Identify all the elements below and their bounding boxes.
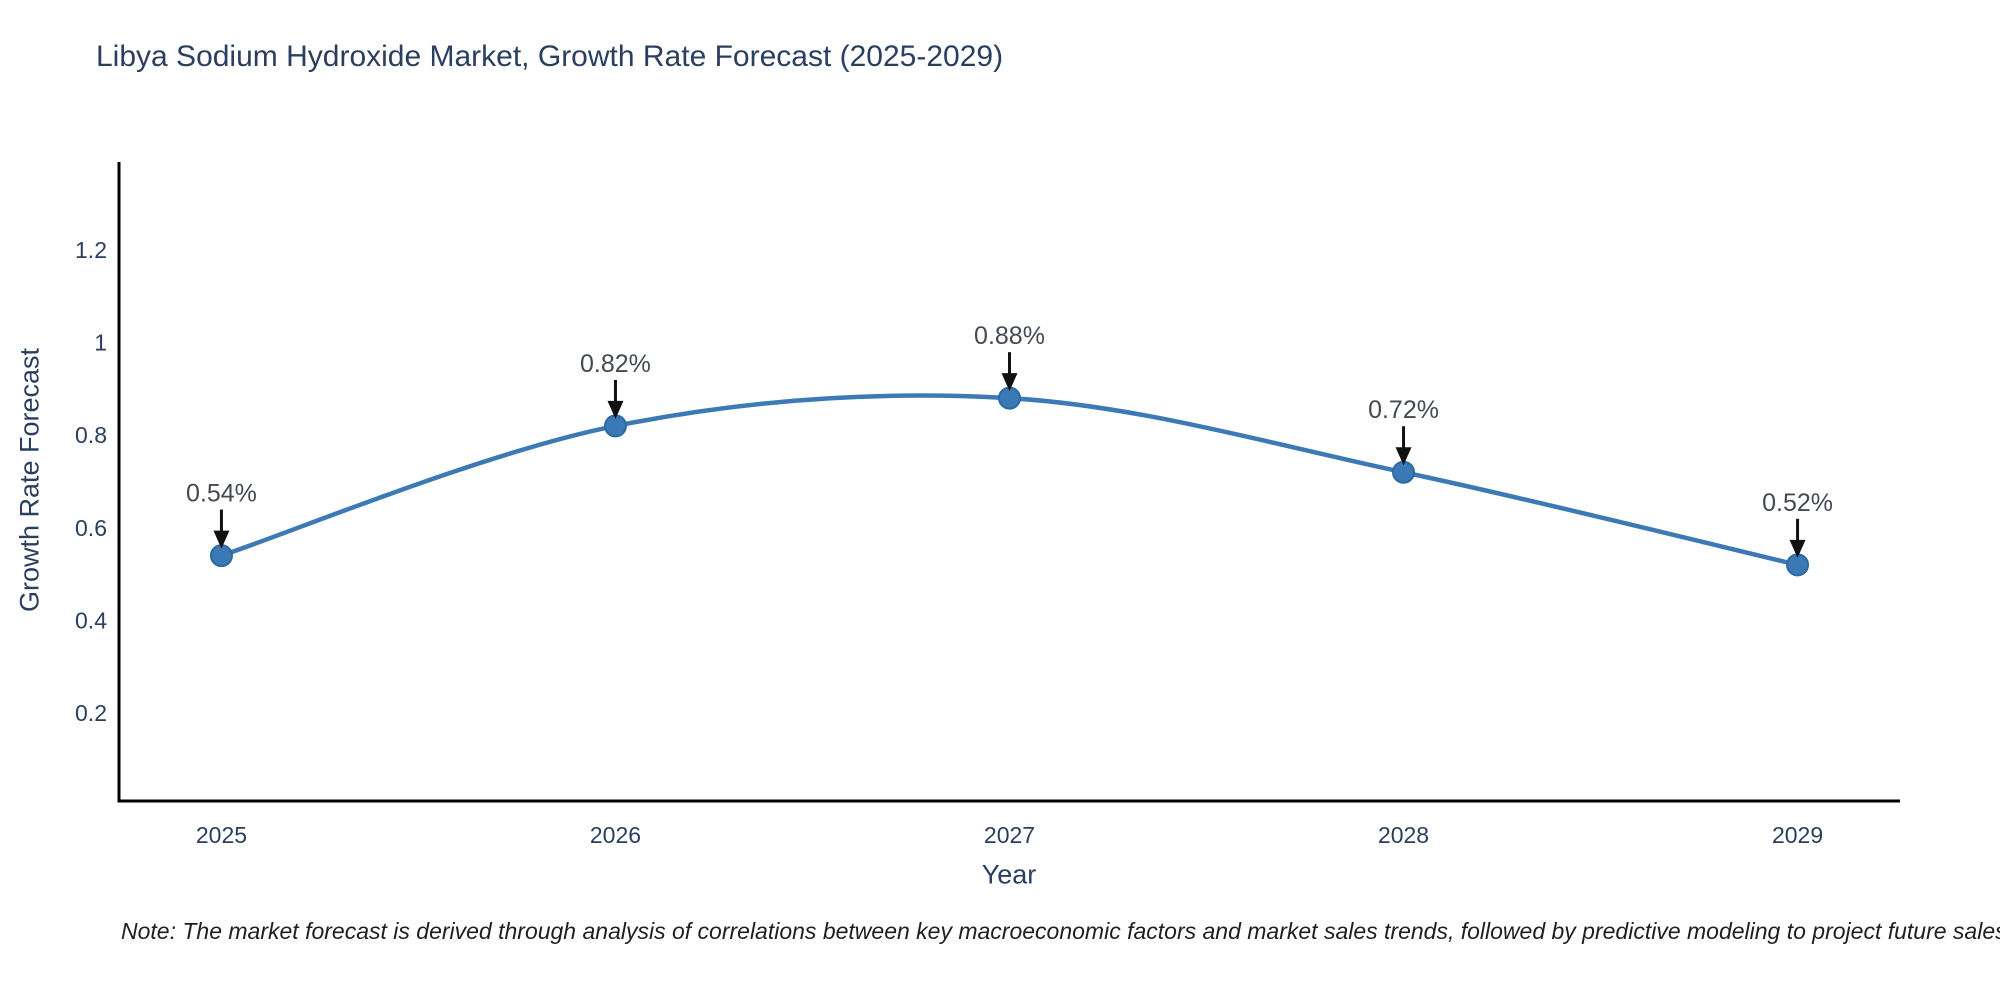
x-tick-label: 2025 (196, 822, 247, 848)
x-tick-label: 2029 (1772, 822, 1823, 848)
y-tick-label: 1 (94, 330, 107, 356)
x-axis-title: Year (981, 859, 1037, 890)
x-tick-label: 2027 (984, 822, 1035, 848)
annotation-arrowhead (1789, 539, 1806, 558)
annotation-arrowhead (607, 400, 624, 419)
chart-title: Libya Sodium Hydroxide Market, Growth Ra… (96, 40, 1004, 73)
footnote: Note: The market forecast is derived thr… (121, 918, 2000, 944)
y-tick-label: 0.8 (75, 422, 107, 448)
x-tick-label: 2026 (590, 822, 641, 848)
annotation-arrowhead (1395, 447, 1412, 466)
annotation-arrowhead (1001, 373, 1018, 392)
point-value-label: 0.52% (1762, 489, 1833, 517)
point-value-label: 0.54% (186, 480, 257, 508)
y-tick-label: 1.2 (75, 237, 107, 263)
y-tick-label: 0.6 (75, 515, 107, 541)
point-value-label: 0.72% (1368, 396, 1439, 424)
x-tick-label: 2028 (1378, 822, 1429, 848)
y-tick-label: 0.2 (75, 700, 107, 726)
annotation-arrowhead (213, 530, 230, 549)
y-tick-label: 0.4 (75, 607, 107, 633)
point-value-label: 0.88% (974, 322, 1045, 350)
series-line (219, 393, 1800, 568)
point-value-label: 0.82% (580, 350, 651, 378)
